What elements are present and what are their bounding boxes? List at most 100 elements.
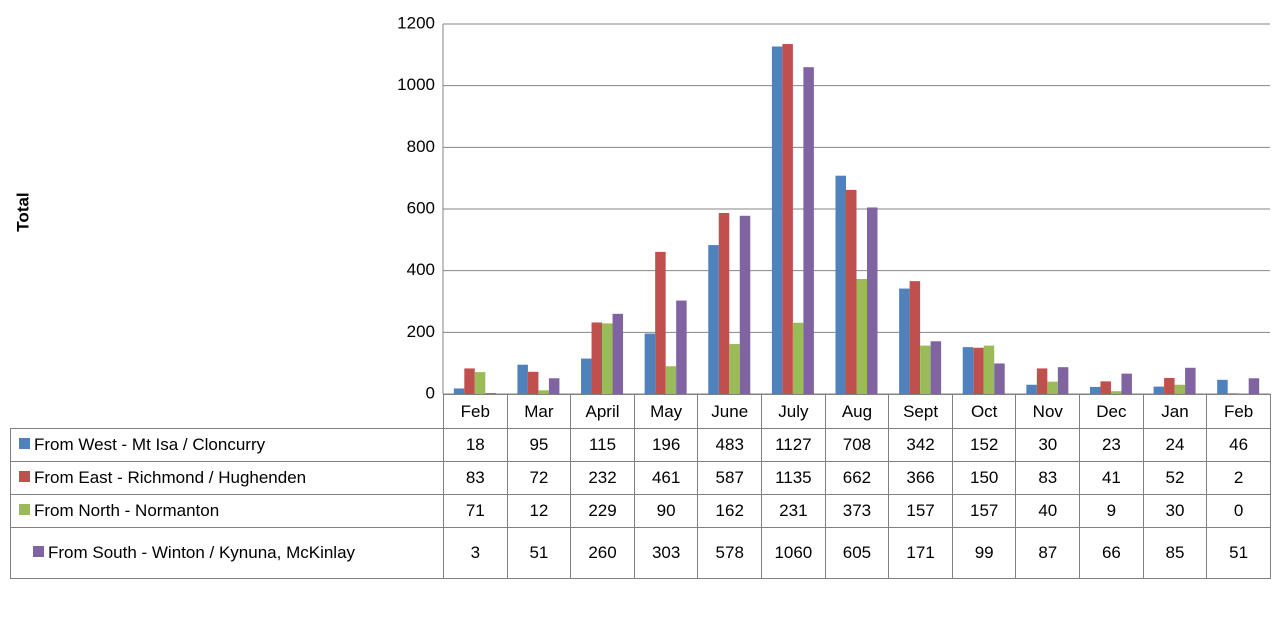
bar	[962, 347, 974, 394]
bar	[1110, 391, 1122, 394]
data-label: 171	[888, 527, 953, 579]
bar	[548, 378, 560, 394]
y-tick-label: 800	[407, 137, 435, 156]
legend-swatch	[19, 438, 30, 449]
data-label: 232	[570, 461, 635, 495]
data-label: 231	[761, 494, 826, 528]
data-label: 115	[570, 428, 635, 462]
data-label: 342	[888, 428, 953, 462]
data-label: 150	[951, 461, 1017, 495]
bar	[1047, 381, 1058, 394]
bar	[527, 371, 539, 394]
data-label: 461	[633, 461, 699, 495]
data-label: 85	[1142, 527, 1208, 579]
bar	[1174, 384, 1186, 394]
data-label: 9	[1079, 494, 1144, 528]
table-row: From North - Normanton 71 12 229 90 162 231 373…	[10, 494, 1271, 528]
bar	[665, 366, 677, 394]
y-tick-label: 0	[426, 383, 435, 402]
data-label: 90	[633, 494, 699, 528]
bar	[453, 388, 465, 394]
data-label: 0	[1206, 494, 1271, 528]
y-tick-label: 200	[407, 322, 435, 341]
bar	[581, 358, 592, 394]
x-tick-label: July	[761, 394, 826, 429]
data-label: 483	[697, 428, 763, 462]
legend-entry: From North - Normanton	[19, 501, 443, 521]
legend-cell: From East - Richmond / Hughenden	[10, 461, 444, 495]
bar	[909, 281, 921, 394]
bar	[803, 67, 814, 395]
bar	[1026, 384, 1037, 394]
data-label: 229	[570, 494, 635, 528]
bar	[1089, 386, 1101, 394]
data-label: 83	[1015, 461, 1081, 495]
bar	[1227, 393, 1239, 394]
bar	[1121, 373, 1132, 394]
data-label: 51	[1206, 527, 1271, 579]
data-label: 196	[633, 428, 699, 462]
bar	[983, 345, 995, 394]
data-label: 1127	[761, 428, 826, 462]
data-label: 1060	[761, 527, 826, 579]
data-label: 24	[1142, 428, 1208, 462]
bar	[474, 372, 486, 394]
y-tick-label: 1200	[397, 13, 435, 32]
data-label: 260	[570, 527, 635, 579]
data-label: 1135	[761, 461, 826, 495]
data-label: 95	[506, 428, 572, 462]
table-row: From South - Winton / Kynuna, McKinlay 3 5…	[10, 527, 1271, 579]
bar	[899, 288, 910, 394]
bar	[485, 393, 496, 394]
data-label: 366	[888, 461, 953, 495]
x-tick-label: May	[633, 394, 699, 429]
data-table: Feb Mar April May June July Aug Sept Oct Nov Dec Ja…	[10, 394, 1271, 579]
legend-cell: From North - Normanton	[10, 494, 444, 528]
data-label: 30	[1015, 428, 1081, 462]
bar	[602, 323, 613, 394]
x-tick-label: Jan	[1142, 394, 1208, 429]
bar	[708, 245, 719, 394]
data-label: 157	[888, 494, 953, 528]
x-tick-label: Oct	[951, 394, 1017, 429]
legend-label: From East - Richmond / Hughenden	[34, 468, 307, 487]
bar	[538, 390, 549, 394]
data-label: 72	[506, 461, 572, 495]
table-row: From East - Richmond / Hughenden 83 72 232 4…	[10, 461, 1271, 495]
data-label: 578	[697, 527, 763, 579]
data-label: 605	[824, 527, 890, 579]
x-tick-label: April	[570, 394, 635, 429]
bar	[612, 313, 624, 394]
table-row: From West - Mt Isa / Cloncurry 18 95 115 196…	[10, 428, 1271, 462]
bar	[1164, 377, 1175, 394]
x-tick-label: June	[697, 394, 763, 429]
data-label: 23	[1079, 428, 1144, 462]
y-tick-label: 400	[407, 260, 435, 279]
bar	[1185, 367, 1196, 394]
bar	[739, 215, 751, 394]
data-label: 152	[951, 428, 1017, 462]
bar	[973, 347, 984, 394]
legend-entry: From East - Richmond / Hughenden	[19, 468, 443, 488]
bar	[729, 344, 740, 394]
bar	[718, 213, 730, 394]
bar	[930, 341, 942, 394]
bar	[846, 189, 857, 394]
bar	[591, 322, 603, 394]
bar	[464, 368, 475, 394]
x-tick-label: Aug	[824, 394, 890, 429]
data-label: 51	[506, 527, 572, 579]
data-label: 30	[1142, 494, 1208, 528]
data-label: 71	[443, 494, 508, 528]
bar	[792, 322, 804, 394]
x-tick-label: Feb	[1206, 394, 1271, 429]
legend-entry: From West - Mt Isa / Cloncurry	[19, 435, 443, 455]
y-axis-label: Total	[13, 192, 32, 231]
bar	[835, 175, 847, 394]
bar	[1057, 367, 1069, 394]
bar	[771, 46, 783, 395]
legend-label: From West - Mt Isa / Cloncurry	[34, 435, 266, 454]
data-label: 662	[824, 461, 890, 495]
table-corner	[10, 394, 444, 429]
